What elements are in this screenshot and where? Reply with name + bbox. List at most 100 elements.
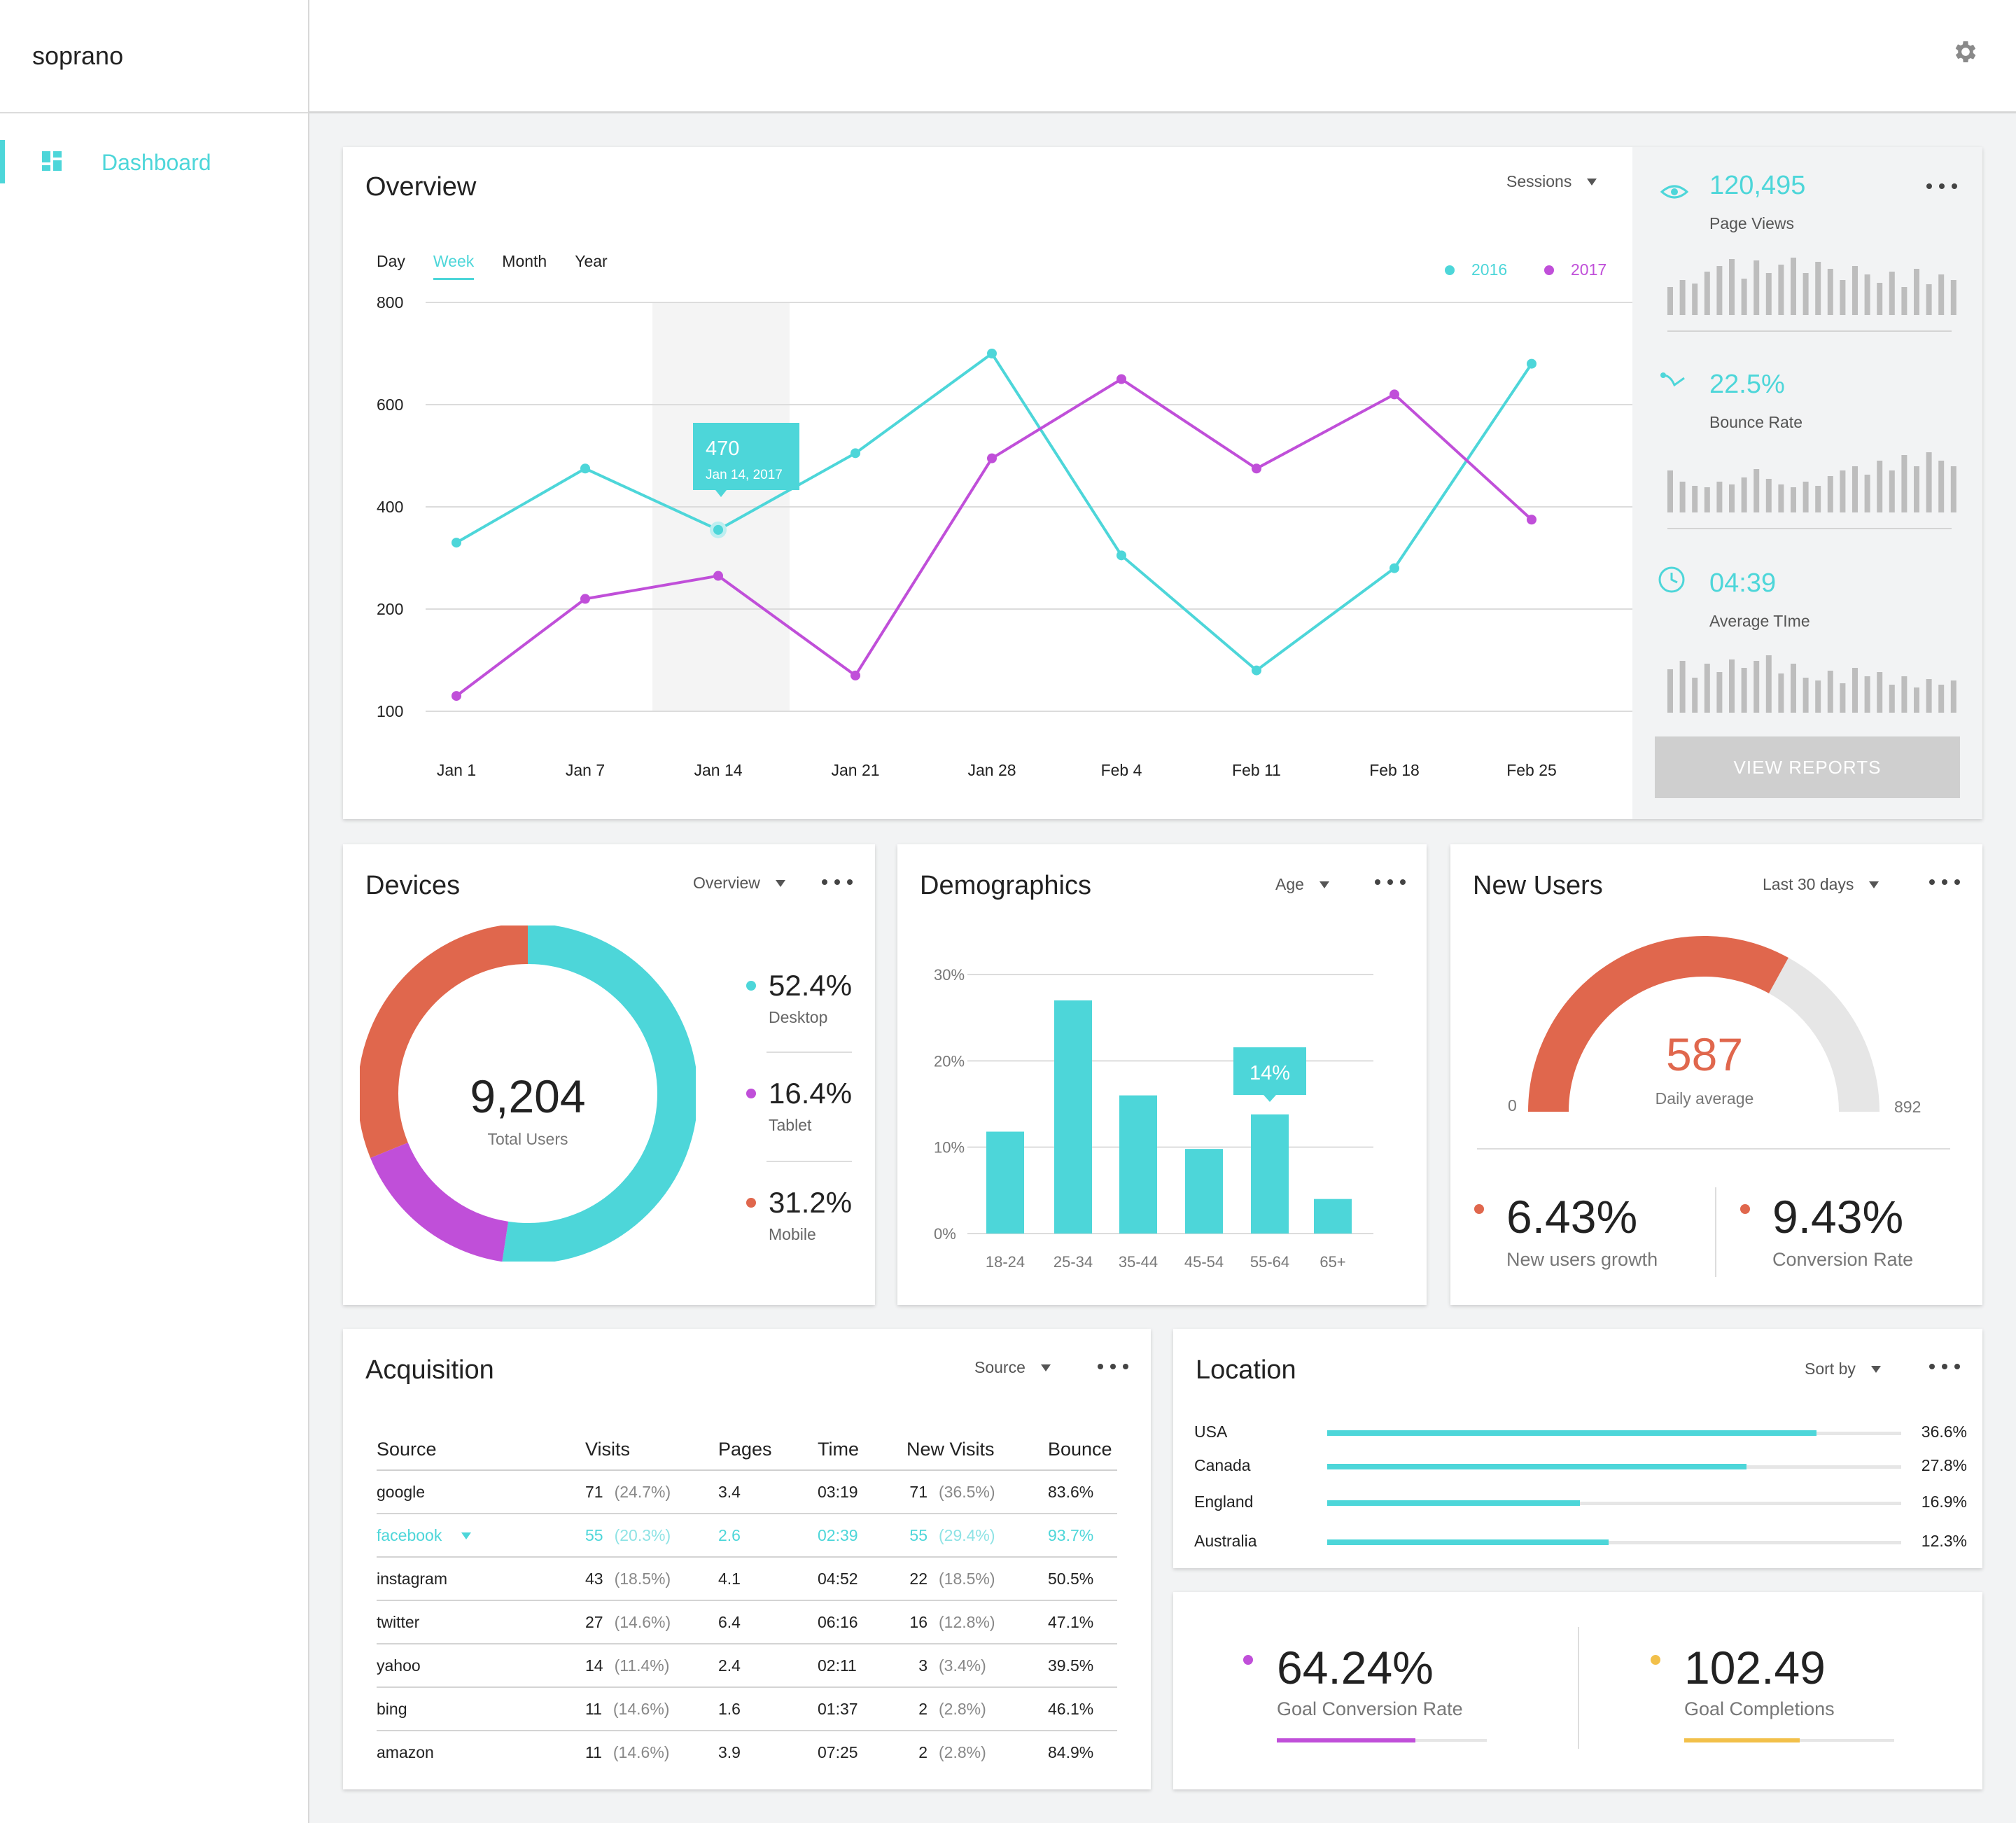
column-header-time[interactable]: Time xyxy=(818,1430,906,1471)
page-views-sparkline xyxy=(1667,258,1956,315)
caret-down-icon xyxy=(1870,1365,1881,1373)
time-cell: 06:16 xyxy=(818,1600,906,1644)
new-visits-cell: 71 (36.5%) xyxy=(906,1470,1048,1514)
location-bar-fill xyxy=(1327,1500,1580,1506)
bounce-cell: 46.1% xyxy=(1048,1687,1117,1731)
legend-label: 2016 xyxy=(1471,260,1508,279)
sparkline-bar xyxy=(1692,486,1698,512)
data-point xyxy=(850,670,860,680)
new-users-title: New Users xyxy=(1473,871,1603,900)
list-item: Australia 12.3% xyxy=(1194,1532,1967,1560)
table-row[interactable]: google 71 (24.7%) 3.4 03:19 71 (36.5%) 83.6% xyxy=(377,1470,1117,1514)
devices-donut-chart xyxy=(360,926,696,1262)
sparkline-bar xyxy=(1950,680,1956,713)
bounce-cell: 50.5% xyxy=(1048,1557,1117,1601)
pages-cell: 2.4 xyxy=(718,1644,818,1688)
divider xyxy=(1667,330,1952,332)
new-visits-percent: (12.8%) xyxy=(939,1612,995,1631)
sparkline-bar xyxy=(1729,259,1735,315)
pages-cell: 3.9 xyxy=(718,1743,741,1761)
tab-day[interactable]: Day xyxy=(377,252,405,270)
source-dropdown[interactable]: Source xyxy=(974,1358,1051,1377)
view-reports-button[interactable]: VIEW REPORTS xyxy=(1655,736,1960,798)
sidebar-item-dashboard[interactable]: Dashboard xyxy=(0,140,308,183)
period-dropdown[interactable]: Last 30 days xyxy=(1763,875,1879,894)
column-header-bounce[interactable]: Bounce xyxy=(1048,1430,1117,1471)
more-options-icon[interactable] xyxy=(1926,183,1957,190)
table-row[interactable]: facebook 55 (20.3%) 2.6 02:39 55 (29.4%) 93.7% xyxy=(377,1514,1117,1558)
more-options-icon[interactable] xyxy=(1929,1364,1960,1371)
tab-month[interactable]: Month xyxy=(502,252,547,270)
caret-down-icon[interactable] xyxy=(461,1532,472,1540)
more-options-icon[interactable] xyxy=(1929,879,1960,886)
new-visits-percent: (18.5%) xyxy=(939,1569,995,1588)
y-tick-label: 10% xyxy=(934,1139,965,1157)
sparkline-bar xyxy=(1889,470,1895,512)
list-item: Canada 27.8% xyxy=(1194,1456,1967,1484)
column-header-pages[interactable]: Pages xyxy=(718,1430,818,1471)
series-line-2017 xyxy=(455,377,1533,697)
column-header-visits[interactable]: Visits xyxy=(585,1430,718,1471)
goal-conversion-progress xyxy=(1277,1738,1487,1742)
list-item: USA 36.6% xyxy=(1194,1423,1967,1451)
gear-icon[interactable] xyxy=(1952,38,1980,66)
divider xyxy=(1715,1187,1716,1277)
sort-dropdown[interactable]: Sort by xyxy=(1805,1360,1881,1378)
devices-dropdown[interactable]: Overview xyxy=(693,874,785,893)
table-header-row: Source Visits Pages Time New Visits Boun… xyxy=(377,1430,1117,1471)
visits-percent: (14.6%) xyxy=(612,1743,670,1761)
source-name: yahoo xyxy=(377,1656,421,1675)
sparkline-bar xyxy=(1840,683,1846,713)
tooltip-box xyxy=(693,423,799,490)
sparkline-bar xyxy=(1778,673,1784,713)
tablet-value: 16.4% xyxy=(769,1077,853,1110)
desktop-label: Desktop xyxy=(769,1008,828,1026)
column-header-source[interactable]: Source xyxy=(377,1430,585,1471)
legend-2016: 2016 xyxy=(1445,260,1507,279)
new-visits-value: 2 xyxy=(918,1699,927,1718)
divider xyxy=(1578,1627,1579,1749)
more-options-icon[interactable] xyxy=(1375,879,1406,886)
age-dropdown[interactable]: Age xyxy=(1275,875,1329,894)
source-name: google xyxy=(377,1482,426,1501)
sessions-dropdown[interactable]: Sessions xyxy=(1506,172,1597,191)
sparkline-bar xyxy=(1754,661,1760,713)
table-row[interactable]: yahoo 14 (11.4%) 2.4 02:11 3 (3.4%) 39.5% xyxy=(377,1644,1117,1688)
data-point xyxy=(850,448,860,459)
y-tick-label: 400 xyxy=(377,498,403,516)
divider xyxy=(1667,528,1952,529)
overview-title: Overview xyxy=(365,172,477,202)
conversion-rate-label: Conversion Rate xyxy=(1772,1249,1914,1270)
goal-completions-label: Goal Completions xyxy=(1684,1698,1835,1719)
tab-week[interactable]: Week xyxy=(433,252,475,280)
daily-average-value: 587 xyxy=(1665,1028,1744,1080)
table-row[interactable]: bing 11 (14.6%) 1.6 01:37 2 (2.8%) 46.1% xyxy=(377,1687,1117,1731)
table-row[interactable]: twitter 27 (14.6%) 6.4 06:16 16 (12.8%) 47.1% xyxy=(377,1600,1117,1644)
more-options-icon[interactable] xyxy=(1098,1364,1128,1371)
data-point xyxy=(1116,374,1126,384)
visits-cell: 71 (24.7%) xyxy=(585,1470,718,1514)
location-bar-track xyxy=(1327,1464,1901,1469)
bounce-cell: 83.6% xyxy=(1048,1470,1117,1514)
table-row[interactable]: instagram 43 (18.5%) 4.1 04:52 22 (18.5%) 50.5% xyxy=(377,1557,1117,1601)
legend-2017: 2017 xyxy=(1544,260,1606,279)
location-name: Canada xyxy=(1194,1456,1251,1474)
tab-year[interactable]: Year xyxy=(575,252,608,270)
pages-cell: 4.1 xyxy=(718,1557,818,1601)
sparkline-bar xyxy=(1815,486,1821,512)
sparkline-bar xyxy=(1679,661,1686,713)
top-bar xyxy=(309,0,2016,113)
tooltip-pointer xyxy=(1264,1095,1276,1102)
pages-cell: 2.6 xyxy=(718,1514,818,1558)
bar-18-24 xyxy=(986,1131,1024,1234)
visits-percent: (20.3%) xyxy=(614,1525,671,1544)
brand-logo[interactable]: soprano xyxy=(0,0,308,113)
table-row[interactable]: amazon 11 (14.6%) 3.9 07:25 2 (2.8%) 84.9% xyxy=(377,1731,1117,1774)
dropdown-label: Sessions xyxy=(1506,172,1572,190)
column-header-new-visits[interactable]: New Visits xyxy=(906,1430,1048,1471)
bounce-rate-sparkline xyxy=(1667,452,1956,512)
source-cell: instagram xyxy=(377,1557,585,1601)
more-options-icon[interactable] xyxy=(822,879,853,886)
visits-cell: 27 (14.6%) xyxy=(585,1600,718,1644)
sparkline-bar xyxy=(1778,265,1784,315)
